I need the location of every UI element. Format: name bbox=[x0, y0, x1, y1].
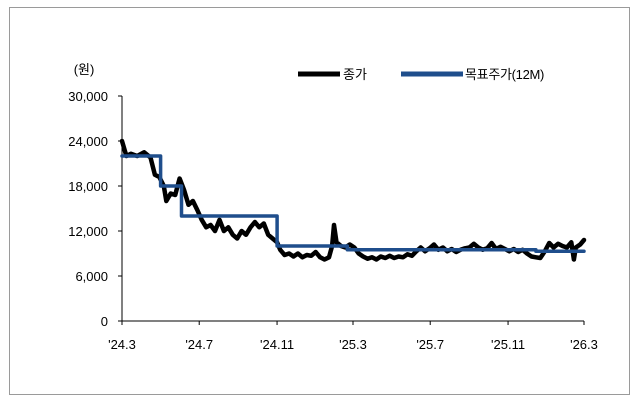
y-tick-label: 30,000 bbox=[68, 89, 108, 104]
x-tick-label: '25.11 bbox=[491, 337, 525, 352]
x-tick-label: '25.3 bbox=[339, 337, 367, 352]
y-tick-label: 24,000 bbox=[68, 134, 108, 149]
close-price-line bbox=[119, 138, 587, 262]
y-tick-label: 0 bbox=[101, 314, 108, 329]
target-price-line bbox=[120, 154, 586, 254]
x-tick-label: '24.11 bbox=[260, 337, 294, 352]
y-axis-ticks: 0 6,000 12,000 18,000 24,000 30,000 bbox=[68, 89, 122, 329]
chart-frame: 0 6,000 12,000 18,000 24,000 30,000 '24.3'24.… bbox=[9, 7, 630, 395]
x-tick-label: '24.7 bbox=[185, 337, 213, 352]
legend: 종가 목표주가(12M) bbox=[298, 67, 544, 82]
legend-label-target-price: 목표주가(12M) bbox=[465, 67, 544, 82]
x-tick-label: '26.3 bbox=[570, 337, 598, 352]
series-layer bbox=[119, 138, 587, 262]
x-tick-label: '25.7 bbox=[416, 337, 444, 352]
y-tick-label: 18,000 bbox=[68, 179, 108, 194]
y-tick-label: 12,000 bbox=[68, 224, 108, 239]
axes bbox=[121, 96, 584, 322]
x-tick-label: '24.3 bbox=[108, 337, 136, 352]
y-axis-unit-label: (원) bbox=[74, 62, 95, 77]
y-tick-label: 6,000 bbox=[75, 269, 108, 284]
legend-label-close-price: 종가 bbox=[343, 67, 367, 82]
x-axis-ticks: '24.3 '24.7 '24.11 '25.3 '25.7 '25.11 '26.3 bbox=[108, 321, 598, 352]
